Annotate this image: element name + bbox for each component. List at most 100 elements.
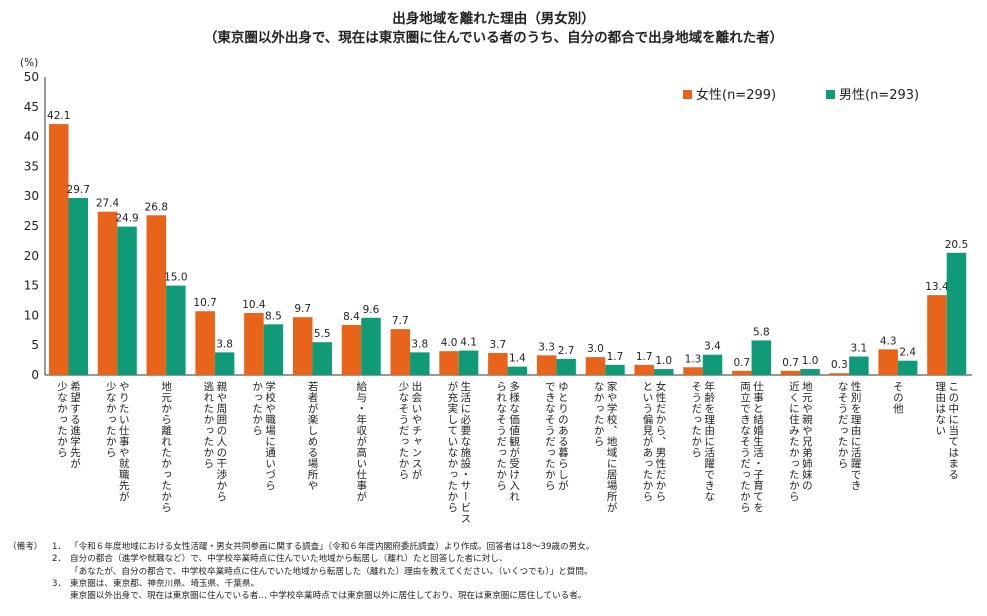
bar-female xyxy=(732,370,752,375)
value-label: 5.5 xyxy=(314,328,331,340)
y-tick-label: 35 xyxy=(24,159,39,173)
category-label: 年齢を理由に活躍できな xyxy=(703,380,715,502)
bar-male xyxy=(458,350,479,375)
bar-male xyxy=(117,226,137,375)
note-row: 「あなたが、自分の都合で、中学校卒業時点に住んでいた地域から転居した（離れた）理… xyxy=(8,566,983,578)
note-row: 3． 東京圏は、東京都、神奈川県、埼玉県、千葉県。 xyxy=(8,578,983,590)
bar-male xyxy=(751,340,772,375)
value-label: 13.4 xyxy=(925,281,949,293)
bar-female xyxy=(292,317,313,375)
legend-swatch xyxy=(683,90,692,99)
note-key xyxy=(8,553,42,565)
bar-male xyxy=(897,360,918,375)
value-label: 4.3 xyxy=(880,335,897,347)
value-label: 4.0 xyxy=(441,337,458,349)
value-label: 0.7 xyxy=(782,357,799,369)
y-tick-label: 0 xyxy=(31,368,39,382)
value-label: 4.1 xyxy=(460,337,477,349)
bar-female xyxy=(244,313,264,375)
value-label: 1.7 xyxy=(636,351,653,363)
category-label: 仕事と結婚生活・子育てを xyxy=(752,380,764,513)
bar-male xyxy=(312,342,332,375)
bar-female xyxy=(927,295,947,375)
note-row: 東京圏以外出身で、現在は東京圏に住んでいる者… 中学校卒業時点では東京圏以外に居… xyxy=(8,590,983,602)
bar-female xyxy=(780,370,801,375)
y-tick-label: 5 xyxy=(31,338,39,352)
category-label: 少なかったから xyxy=(105,381,117,458)
legend-label: 女性(n=299) xyxy=(696,87,776,103)
value-label: 3.4 xyxy=(704,341,721,353)
bar-female xyxy=(488,352,508,375)
value-label: 3.8 xyxy=(411,338,428,350)
chart-subtitle: （東京圏以外出身で、現在は東京圏に住んでいる者のうち、自分の都合で出身地域を離れ… xyxy=(203,30,784,46)
value-label: 1.0 xyxy=(802,355,819,367)
note-number xyxy=(42,566,70,578)
bar-chart: 0 5 10 15 20 25 30 35 40 45 50(%) 42.1 29.7 27.4 24.9… xyxy=(20,57,972,524)
category-label: 給与・年収が高い仕事が xyxy=(355,380,367,502)
notes: （備考） 1． 「令和６年度地域における女性活躍・男女共同参画に関する調査」（令… xyxy=(8,541,983,602)
value-label: 9.7 xyxy=(294,303,311,315)
y-tick-label: 20 xyxy=(24,249,39,263)
value-label: 2.4 xyxy=(899,347,916,359)
note-key xyxy=(8,590,42,602)
y-tick-label: 50 xyxy=(24,70,39,84)
note-number: 1． xyxy=(51,542,66,552)
category-label: その他 xyxy=(892,381,904,414)
bar-female xyxy=(634,364,654,375)
bar-female xyxy=(829,373,850,375)
value-label: 15.0 xyxy=(164,272,187,284)
value-label: 0.7 xyxy=(733,357,750,369)
y-tick-label: 15 xyxy=(24,279,39,293)
bars: 42.1 29.7 27.4 24.9 26.8 15.0 10.7 3.8 10.48.5 9.… xyxy=(47,110,968,375)
note-text: 東京圏以外出身で、現在は東京圏に住んでいる者… 中学校卒業時点では東京圏以外に居… xyxy=(70,591,587,602)
category-label: 生活に必要な施設・サービス xyxy=(459,380,471,524)
bar-male xyxy=(263,324,284,375)
value-label: 3.1 xyxy=(851,343,868,355)
value-label: 10.4 xyxy=(242,299,266,311)
y-tick-label: 10 xyxy=(24,308,39,322)
category-label: 家や学校、地域に居場所が xyxy=(606,380,618,513)
bar-male xyxy=(68,197,88,375)
bar-male xyxy=(361,317,381,375)
value-label: 3.3 xyxy=(538,341,555,353)
category-label: 親や周囲の人の干渉から xyxy=(215,380,227,502)
bar-male xyxy=(653,369,674,375)
note-row: （備考） 1． 「令和６年度地域における女性活躍・男女共同参画に関する調査」（令… xyxy=(8,541,983,553)
value-label: 7.7 xyxy=(392,315,409,327)
category-label: 少なそうだったから xyxy=(398,381,410,480)
value-label: 20.5 xyxy=(945,239,968,251)
legend-swatch xyxy=(826,90,835,99)
note-key: （備考） xyxy=(8,542,43,552)
legend: 女性(n=299) 男性(n=293) xyxy=(683,87,919,103)
note-text: 「令和６年度地域における女性活躍・男女共同参画に関する調査」（令和６年度内閣府委… xyxy=(70,542,595,552)
y-tick-label: 40 xyxy=(24,130,39,144)
category-label: 若者が楽しめる場所や xyxy=(306,380,318,491)
category-label: やりたい仕事や就職先が xyxy=(118,381,130,502)
bar-male xyxy=(214,352,235,375)
bar-male xyxy=(605,364,625,375)
y-tick-label: 45 xyxy=(24,100,39,114)
bar-male xyxy=(507,366,528,375)
value-label: 1.0 xyxy=(655,355,672,367)
value-label: 9.6 xyxy=(363,304,380,316)
note-number xyxy=(42,590,70,602)
bar-female xyxy=(97,211,118,375)
category-label: 少なかったから xyxy=(56,381,68,458)
bar-male xyxy=(702,354,723,375)
category-label: この中に当てはまる xyxy=(947,381,959,480)
category-label: 多様な価値観が受け入れ xyxy=(508,380,520,502)
bar-male xyxy=(166,285,186,375)
value-label: 24.9 xyxy=(115,213,138,225)
value-label: 1.3 xyxy=(685,353,702,365)
value-label: 3.8 xyxy=(216,338,233,350)
note-key xyxy=(8,566,42,578)
category-label: ゆとりのある暮らしが xyxy=(557,381,569,491)
category-label: 両立できなそうだったから xyxy=(739,381,751,513)
category-label: かったから xyxy=(251,381,263,436)
category-label: 逃れたかったから xyxy=(202,380,214,469)
bar-female xyxy=(683,367,703,375)
category-label: なそうだったから xyxy=(837,381,849,469)
bar-female xyxy=(878,349,898,375)
value-label: 8.4 xyxy=(343,311,360,323)
value-label: 5.8 xyxy=(753,326,770,338)
